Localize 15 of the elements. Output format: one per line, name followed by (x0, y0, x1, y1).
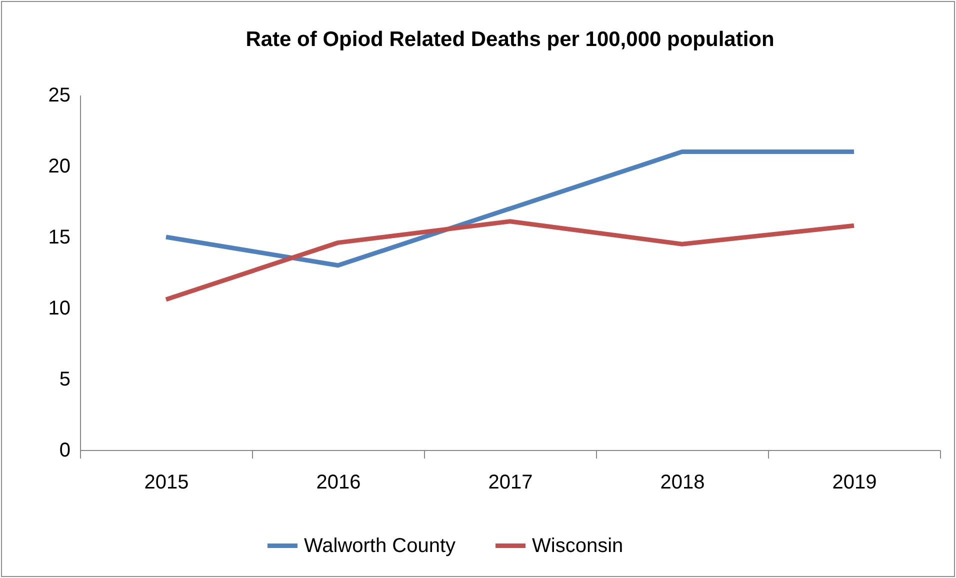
y-tick-label: 5 (59, 368, 70, 390)
y-tick-label: 25 (48, 84, 70, 106)
y-tick-label: 20 (48, 156, 70, 178)
line-series (164, 219, 856, 302)
x-tick-label: 2015 (144, 472, 189, 494)
x-tick-label: 2018 (660, 472, 705, 494)
legend-label: Walworth County (304, 534, 456, 557)
y-tick-label: 10 (48, 298, 70, 320)
x-tick-label: 2019 (832, 472, 877, 494)
x-tick-label: 2017 (488, 472, 533, 494)
y-tick-label: 0 (59, 440, 70, 462)
legend-label: Wisconsin (532, 534, 624, 557)
x-tick-label: 2016 (316, 472, 361, 494)
chart-title: Rate of Opiod Related Deaths per 100,000 population (246, 28, 774, 51)
y-tick-label: 15 (48, 226, 70, 248)
